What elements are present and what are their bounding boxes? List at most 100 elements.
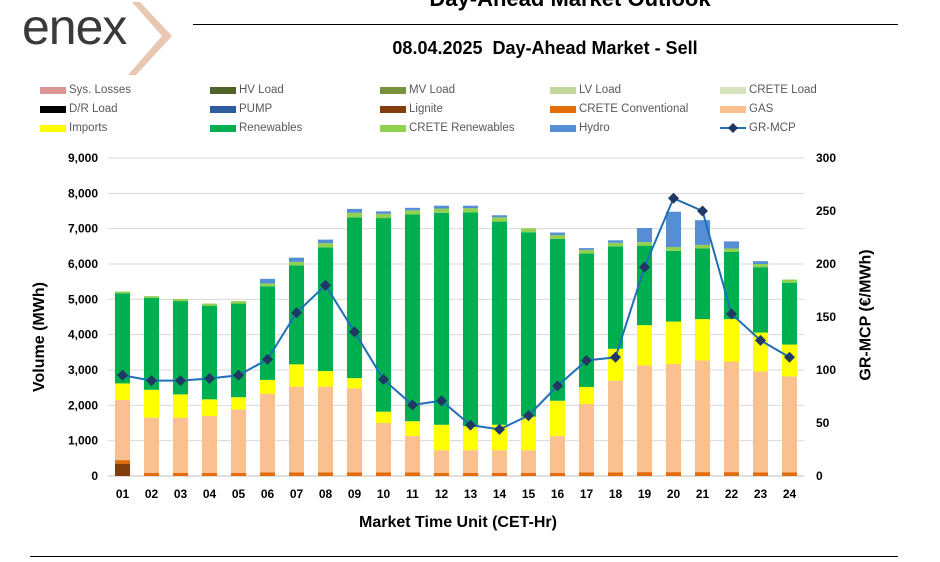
bar-segment-crete-renewables — [230, 301, 247, 304]
legend-item-pump: PUMP — [210, 101, 272, 117]
x-tick-label: 06 — [261, 487, 275, 501]
bar-segment-crete-renewables — [781, 279, 798, 283]
mcp-point — [552, 380, 563, 392]
legend-swatch — [720, 86, 746, 94]
mcp-point — [581, 354, 592, 366]
mcp-point — [349, 326, 360, 338]
bar-segment-imports — [375, 411, 392, 423]
bar-segment-hydro — [288, 257, 305, 262]
legend-item-crete-load: CRETE Load — [720, 82, 817, 98]
bar-segment-imports — [491, 424, 508, 451]
x-tick-label: 11 — [406, 487, 419, 501]
legend-item-lv-load: LV Load — [550, 82, 621, 98]
bar-segment-renewables — [375, 218, 392, 412]
bar-segment-renewables — [607, 246, 624, 349]
bar-segment-imports — [317, 371, 334, 387]
bar-segment-imports — [694, 319, 711, 361]
x-tick-label: 07 — [290, 487, 304, 501]
y-tick-label: 0 — [91, 469, 98, 483]
bar-segment-crete-renewables — [723, 248, 740, 252]
x-tick-label: 05 — [232, 487, 246, 501]
bar-segment-crete-conventional — [230, 472, 247, 476]
legend-label: D/R Load — [69, 103, 118, 115]
chart-gridlines — [108, 157, 804, 477]
y2-tick-label: 50 — [816, 416, 830, 430]
page-title: Day-Ahead Market Outlook — [300, 0, 840, 12]
bar-segment-crete-conventional — [694, 472, 711, 476]
x-tick-label: 01 — [116, 487, 130, 501]
bar-segment-crete-conventional — [259, 472, 276, 476]
y-tick-label: 7,000 — [68, 222, 98, 236]
x-tick-label: 20 — [667, 487, 681, 501]
legend-swatch — [380, 86, 406, 94]
legend-label: Imports — [69, 122, 108, 134]
bar-segment-renewables — [665, 250, 682, 322]
x-tick-label: 15 — [522, 487, 536, 501]
y-axis-label: Volume (MWh) — [31, 282, 48, 392]
bar-segment-gas — [317, 386, 334, 473]
mcp-point — [117, 369, 128, 381]
bar-segment-crete-conventional — [346, 472, 363, 476]
legend-swatch — [550, 86, 576, 94]
mcp-point — [407, 399, 418, 411]
bar-segment-hydro — [607, 240, 624, 243]
bar-segment-renewables — [346, 217, 363, 379]
bar-segment-gas — [172, 417, 189, 473]
bar-segment-crete-conventional — [143, 472, 160, 476]
y-tick-label: 6,000 — [68, 257, 98, 271]
bar-segment-gas — [143, 417, 160, 473]
x-tick-label: 13 — [464, 487, 478, 501]
bar-segment-renewables — [578, 253, 595, 387]
bar-segment-gas — [230, 409, 247, 473]
legend-item-hydro: Hydro — [550, 120, 610, 136]
bar-segment-imports — [346, 378, 363, 389]
bar-segment-crete-conventional — [781, 472, 798, 476]
bar-segment-renewables — [781, 282, 798, 345]
bar-segment-crete-renewables — [114, 291, 131, 294]
x-tick-label: 03 — [174, 487, 188, 501]
bar-segment-crete-renewables — [346, 212, 363, 218]
mcp-line — [122, 196, 791, 431]
bar-segment-crete-conventional — [375, 472, 392, 476]
bar-segment-renewables — [462, 212, 479, 427]
bar-segment-gas — [201, 415, 218, 473]
bar-segment-imports — [288, 364, 305, 387]
bar-segment-gas — [114, 400, 131, 461]
legend-swatch — [550, 105, 576, 113]
bar-segment-crete-conventional — [114, 460, 131, 464]
x-tick-label: 19 — [638, 487, 652, 501]
mcp-point — [233, 369, 244, 381]
bar-segment-crete-renewables — [752, 264, 769, 268]
legend-label: CRETE Conventional — [579, 103, 689, 115]
bar-segment-gas — [404, 436, 421, 473]
y-tick-label: 2,000 — [68, 398, 98, 412]
legend-swatch — [40, 124, 66, 132]
x-tick-label: 08 — [319, 487, 333, 501]
bar-segment-crete-renewables — [491, 217, 508, 222]
bar-segment-gas — [288, 386, 305, 473]
bar-segment-crete-conventional — [665, 472, 682, 476]
legend-label: HV Load — [239, 84, 284, 96]
bar-segment-gas — [462, 450, 479, 473]
mcp-point — [668, 192, 679, 204]
bar-segment-crete-conventional — [433, 472, 450, 476]
bar-segment-imports — [114, 383, 131, 401]
bar-segment-crete-renewables — [259, 283, 276, 287]
bar-segment-lignite — [114, 463, 131, 476]
x-tick-label: 23 — [754, 487, 768, 501]
x-tick-label: 17 — [580, 487, 594, 501]
enex-logo-text: enex — [22, 0, 127, 55]
legend-swatch — [720, 105, 746, 113]
header-divider — [193, 24, 898, 25]
bar-segment-renewables — [549, 238, 566, 401]
bar-segment-crete-renewables — [433, 208, 450, 213]
mcp-point — [204, 372, 215, 384]
legend-label: CRETE Renewables — [409, 122, 515, 134]
bar-segment-renewables — [433, 212, 450, 425]
bar-segment-imports — [259, 379, 276, 394]
bar-segment-crete-conventional — [636, 472, 653, 476]
bar-segment-crete-renewables — [317, 243, 334, 248]
mcp-point — [262, 353, 273, 365]
bar-segment-crete-renewables — [694, 244, 711, 249]
bar-segment-gas — [781, 376, 798, 473]
